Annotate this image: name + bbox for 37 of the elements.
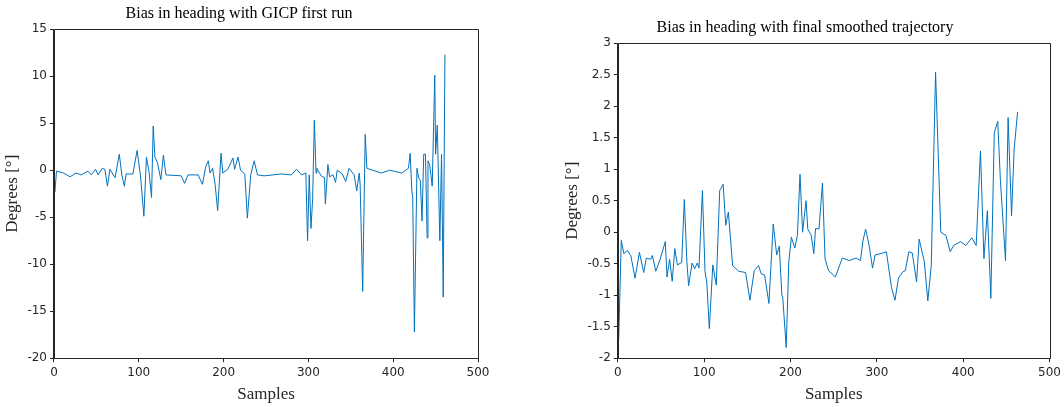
y-tick-label: 3 xyxy=(603,35,611,50)
y-tick-label: -1 xyxy=(598,287,611,302)
y-tick-label: 2 xyxy=(603,98,611,113)
x-tick-label: 500 xyxy=(1038,364,1061,379)
y-axis-title: Degrees [°] xyxy=(561,161,581,240)
x-tick-label: 400 xyxy=(381,364,405,379)
y-tick-label: -5 xyxy=(35,209,47,224)
x-tick-label: 200 xyxy=(212,364,236,379)
chart-title: Bias in heading with GICP first run xyxy=(125,3,353,22)
x-tick-label: 300 xyxy=(296,364,320,379)
x-tick-label: 300 xyxy=(865,364,889,379)
x-tick-label: 0 xyxy=(613,364,622,379)
y-tick-label: 1 xyxy=(603,161,611,176)
x-tick-label: 400 xyxy=(951,364,975,379)
y-tick-label: 0 xyxy=(39,162,47,177)
x-axis-title: Samples xyxy=(804,384,863,404)
y-tick-label: 5 xyxy=(39,115,47,130)
x-tick-label: 100 xyxy=(692,364,716,379)
y-tick-label: -10 xyxy=(27,256,47,271)
y-tick-label: 2.5 xyxy=(591,66,611,81)
y-tick-label: -2 xyxy=(598,350,611,365)
y-tick-label: -15 xyxy=(27,303,47,318)
y-tick-label: 10 xyxy=(31,68,47,83)
x-tick-label: 500 xyxy=(466,364,490,379)
y-axis-title: Degrees [°] xyxy=(1,154,21,233)
y-tick-label: -20 xyxy=(27,350,47,365)
y-tick-label: -0.5 xyxy=(587,255,611,270)
y-tick-label: 1.5 xyxy=(591,129,611,144)
y-tick-label: 15 xyxy=(31,21,47,36)
y-tick-label: 0.5 xyxy=(591,192,611,207)
chart-title: Bias in heading with final smoothed trajectory xyxy=(656,17,954,36)
y-tick-label: 0 xyxy=(603,224,611,239)
x-tick-label: 200 xyxy=(779,364,802,379)
y-tick-label: -1.5 xyxy=(587,318,611,333)
x-tick-label: 0 xyxy=(50,364,58,379)
x-tick-label: 100 xyxy=(127,364,151,379)
x-axis-title: Samples xyxy=(237,384,295,404)
